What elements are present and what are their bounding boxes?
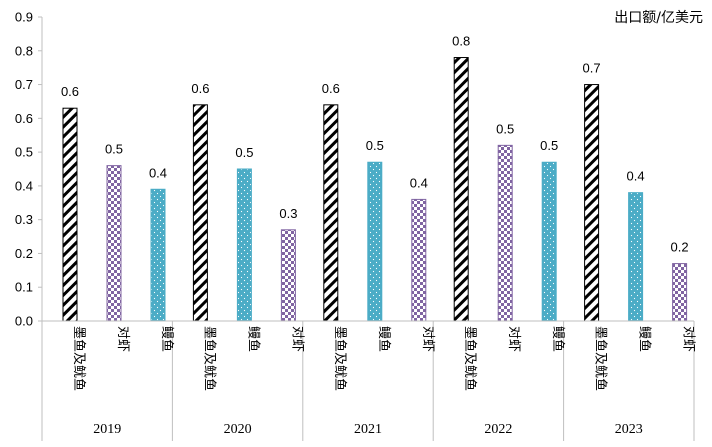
data-label: 0.5 bbox=[105, 142, 123, 157]
category-label: 鳗鱼 bbox=[159, 326, 175, 352]
y-tick-label: 0.7 bbox=[15, 77, 33, 92]
y-tick-label: 0.8 bbox=[15, 43, 33, 58]
category-label: 鳗鱼 bbox=[637, 326, 653, 352]
category-label: 墨鱼及鱿鱼 bbox=[462, 326, 478, 391]
bar-2022-1 bbox=[453, 57, 469, 322]
category-label: 墨鱼及鱿鱼 bbox=[71, 326, 87, 391]
bar-2019-3 bbox=[150, 188, 166, 322]
bar-2022-3 bbox=[541, 161, 557, 322]
data-label: 0.6 bbox=[61, 84, 79, 99]
bars-layer: 0.6 0.5 0.4 0.6 0.5 0.3 0.6 0.5 0.4 0.8 0.5 0.5 0.7 0… bbox=[61, 34, 689, 322]
bar-2019-1 bbox=[62, 107, 78, 322]
unit-label: 出口额/亿美元 bbox=[614, 10, 703, 26]
data-label: 0.4 bbox=[149, 165, 167, 180]
data-label: 0.5 bbox=[540, 138, 558, 153]
year-label: 2019 bbox=[93, 422, 121, 437]
bar-2023-2 bbox=[628, 192, 644, 322]
bar-2023-3 bbox=[672, 263, 688, 322]
y-tick-label: 0.9 bbox=[15, 10, 33, 25]
bar-2021-1 bbox=[323, 104, 339, 322]
y-tick-label: 0.1 bbox=[15, 280, 33, 295]
category-label: 对虾 bbox=[289, 326, 304, 352]
year-label: 2021 bbox=[354, 422, 382, 437]
data-label: 0.2 bbox=[671, 240, 689, 255]
y-tick-label: 0.4 bbox=[15, 178, 33, 193]
data-label: 0.5 bbox=[366, 138, 384, 153]
data-label: 0.4 bbox=[627, 169, 645, 184]
category-label: 墨鱼及鱿鱼 bbox=[201, 326, 217, 391]
category-label: 对虾 bbox=[506, 326, 521, 352]
x-axis: 墨鱼及鱿鱼 对虾 鳗鱼 2019 墨鱼及鱿鱼 鳗鱼 对虾 2020 墨鱼及鱿鱼 鳗鱼 对虾 2021 墨… bbox=[41, 320, 696, 441]
bar-2020-3 bbox=[280, 229, 296, 322]
category-label: 对虾 bbox=[681, 326, 696, 352]
data-label: 0.8 bbox=[452, 34, 470, 49]
bar-2021-2 bbox=[367, 161, 383, 322]
year-label: 2023 bbox=[615, 422, 643, 437]
data-label: 0.4 bbox=[410, 175, 428, 190]
bar-2020-1 bbox=[192, 104, 208, 322]
category-label: 对虾 bbox=[115, 326, 130, 352]
data-label: 0.5 bbox=[235, 145, 253, 160]
bar-2023-1 bbox=[584, 84, 600, 322]
category-label: 墨鱼及鱿鱼 bbox=[332, 326, 348, 391]
y-tick-label: 0.2 bbox=[15, 246, 33, 261]
category-label: 墨鱼及鱿鱼 bbox=[593, 326, 609, 391]
category-label: 鳗鱼 bbox=[245, 326, 261, 352]
data-label: 0.6 bbox=[191, 81, 209, 96]
data-label: 0.3 bbox=[279, 206, 297, 221]
data-label: 0.5 bbox=[496, 121, 514, 136]
year-label: 2022 bbox=[484, 422, 512, 437]
y-tick-label: 0.5 bbox=[15, 145, 33, 160]
bar-2022-2 bbox=[497, 144, 513, 322]
data-label: 0.7 bbox=[583, 61, 601, 76]
year-label: 2020 bbox=[224, 422, 252, 437]
category-label: 鳗鱼 bbox=[376, 326, 392, 352]
y-axis: 0.0 0.1 0.2 0.3 0.4 0.5 0.6 0.7 0.8 0.9 bbox=[15, 10, 43, 329]
category-label: 对虾 bbox=[420, 326, 435, 352]
y-tick-label: 0.3 bbox=[15, 212, 33, 227]
bar-2019-2 bbox=[106, 165, 122, 322]
bar-2021-3 bbox=[411, 198, 427, 322]
data-label: 0.6 bbox=[322, 81, 340, 96]
y-tick-label: 0.0 bbox=[15, 314, 33, 329]
bar-2020-2 bbox=[236, 168, 252, 322]
category-label: 鳗鱼 bbox=[550, 326, 566, 352]
y-tick-label: 0.6 bbox=[15, 111, 33, 126]
